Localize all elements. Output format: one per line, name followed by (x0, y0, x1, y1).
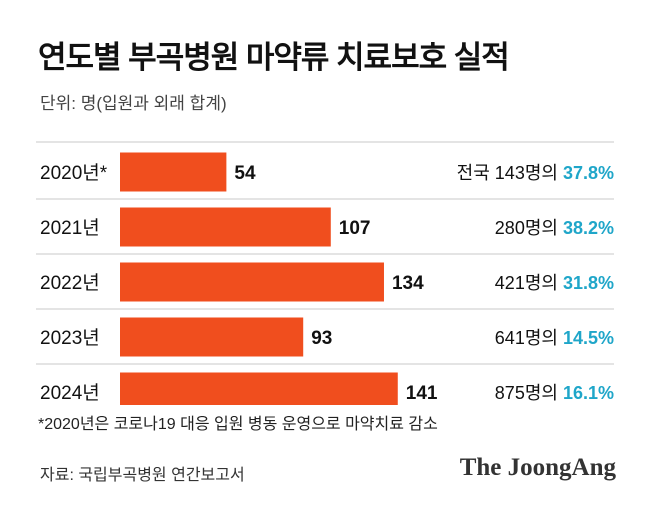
bar (120, 317, 304, 357)
share-prefix: 421명의 (495, 273, 563, 293)
data-label: 134 (392, 273, 424, 294)
share-percent: 37.8% (563, 163, 614, 183)
unit-label: 단위: 명(입원과 외래 합계) (40, 94, 227, 113)
bar (120, 372, 398, 405)
share-percent: 38.2% (563, 218, 614, 238)
data-label: 141 (406, 383, 438, 404)
share-annotation: 전국 143명의 37.8% (457, 163, 614, 183)
chart-title: 연도별 부곡병원 마약류 치료보호 실적 (38, 40, 510, 75)
data-label: 93 (311, 328, 332, 349)
footnote: *2020년은 코로나19 대응 입원 병동 운영으로 마약치료 감소 (38, 416, 438, 433)
category-label: 2021년 (40, 217, 100, 239)
share-prefix: 875명의 (495, 383, 563, 403)
share-percent: 16.1% (563, 383, 614, 403)
share-annotation: 641명의 14.5% (495, 328, 614, 348)
share-annotation: 280명의 38.2% (495, 218, 614, 238)
share-annotation: 875명의 16.1% (495, 383, 614, 403)
brand-logo: The JoongAng (459, 454, 616, 481)
data-label: 54 (234, 163, 256, 184)
data-label: 107 (339, 218, 371, 239)
bar (120, 262, 384, 302)
category-label: 2020년* (40, 162, 108, 184)
share-prefix: 280명의 (495, 218, 563, 238)
bar (120, 152, 227, 192)
bar (120, 207, 331, 247)
share-prefix: 전국 143명의 (457, 163, 563, 183)
bar-chart: 2020년* 54 전국 143명의 37.8% 2021년 107 280명의 38.2… (36, 141, 614, 405)
category-label: 2022년 (40, 272, 100, 294)
share-annotation: 421명의 31.8% (495, 273, 614, 293)
share-percent: 31.8% (563, 273, 614, 293)
share-prefix: 641명의 (495, 328, 563, 348)
source-note: 자료: 국립부곡병원 연간보고서 (40, 467, 245, 484)
category-label: 2023년 (40, 327, 100, 349)
share-percent: 14.5% (563, 328, 614, 348)
category-label: 2024년 (40, 382, 100, 404)
